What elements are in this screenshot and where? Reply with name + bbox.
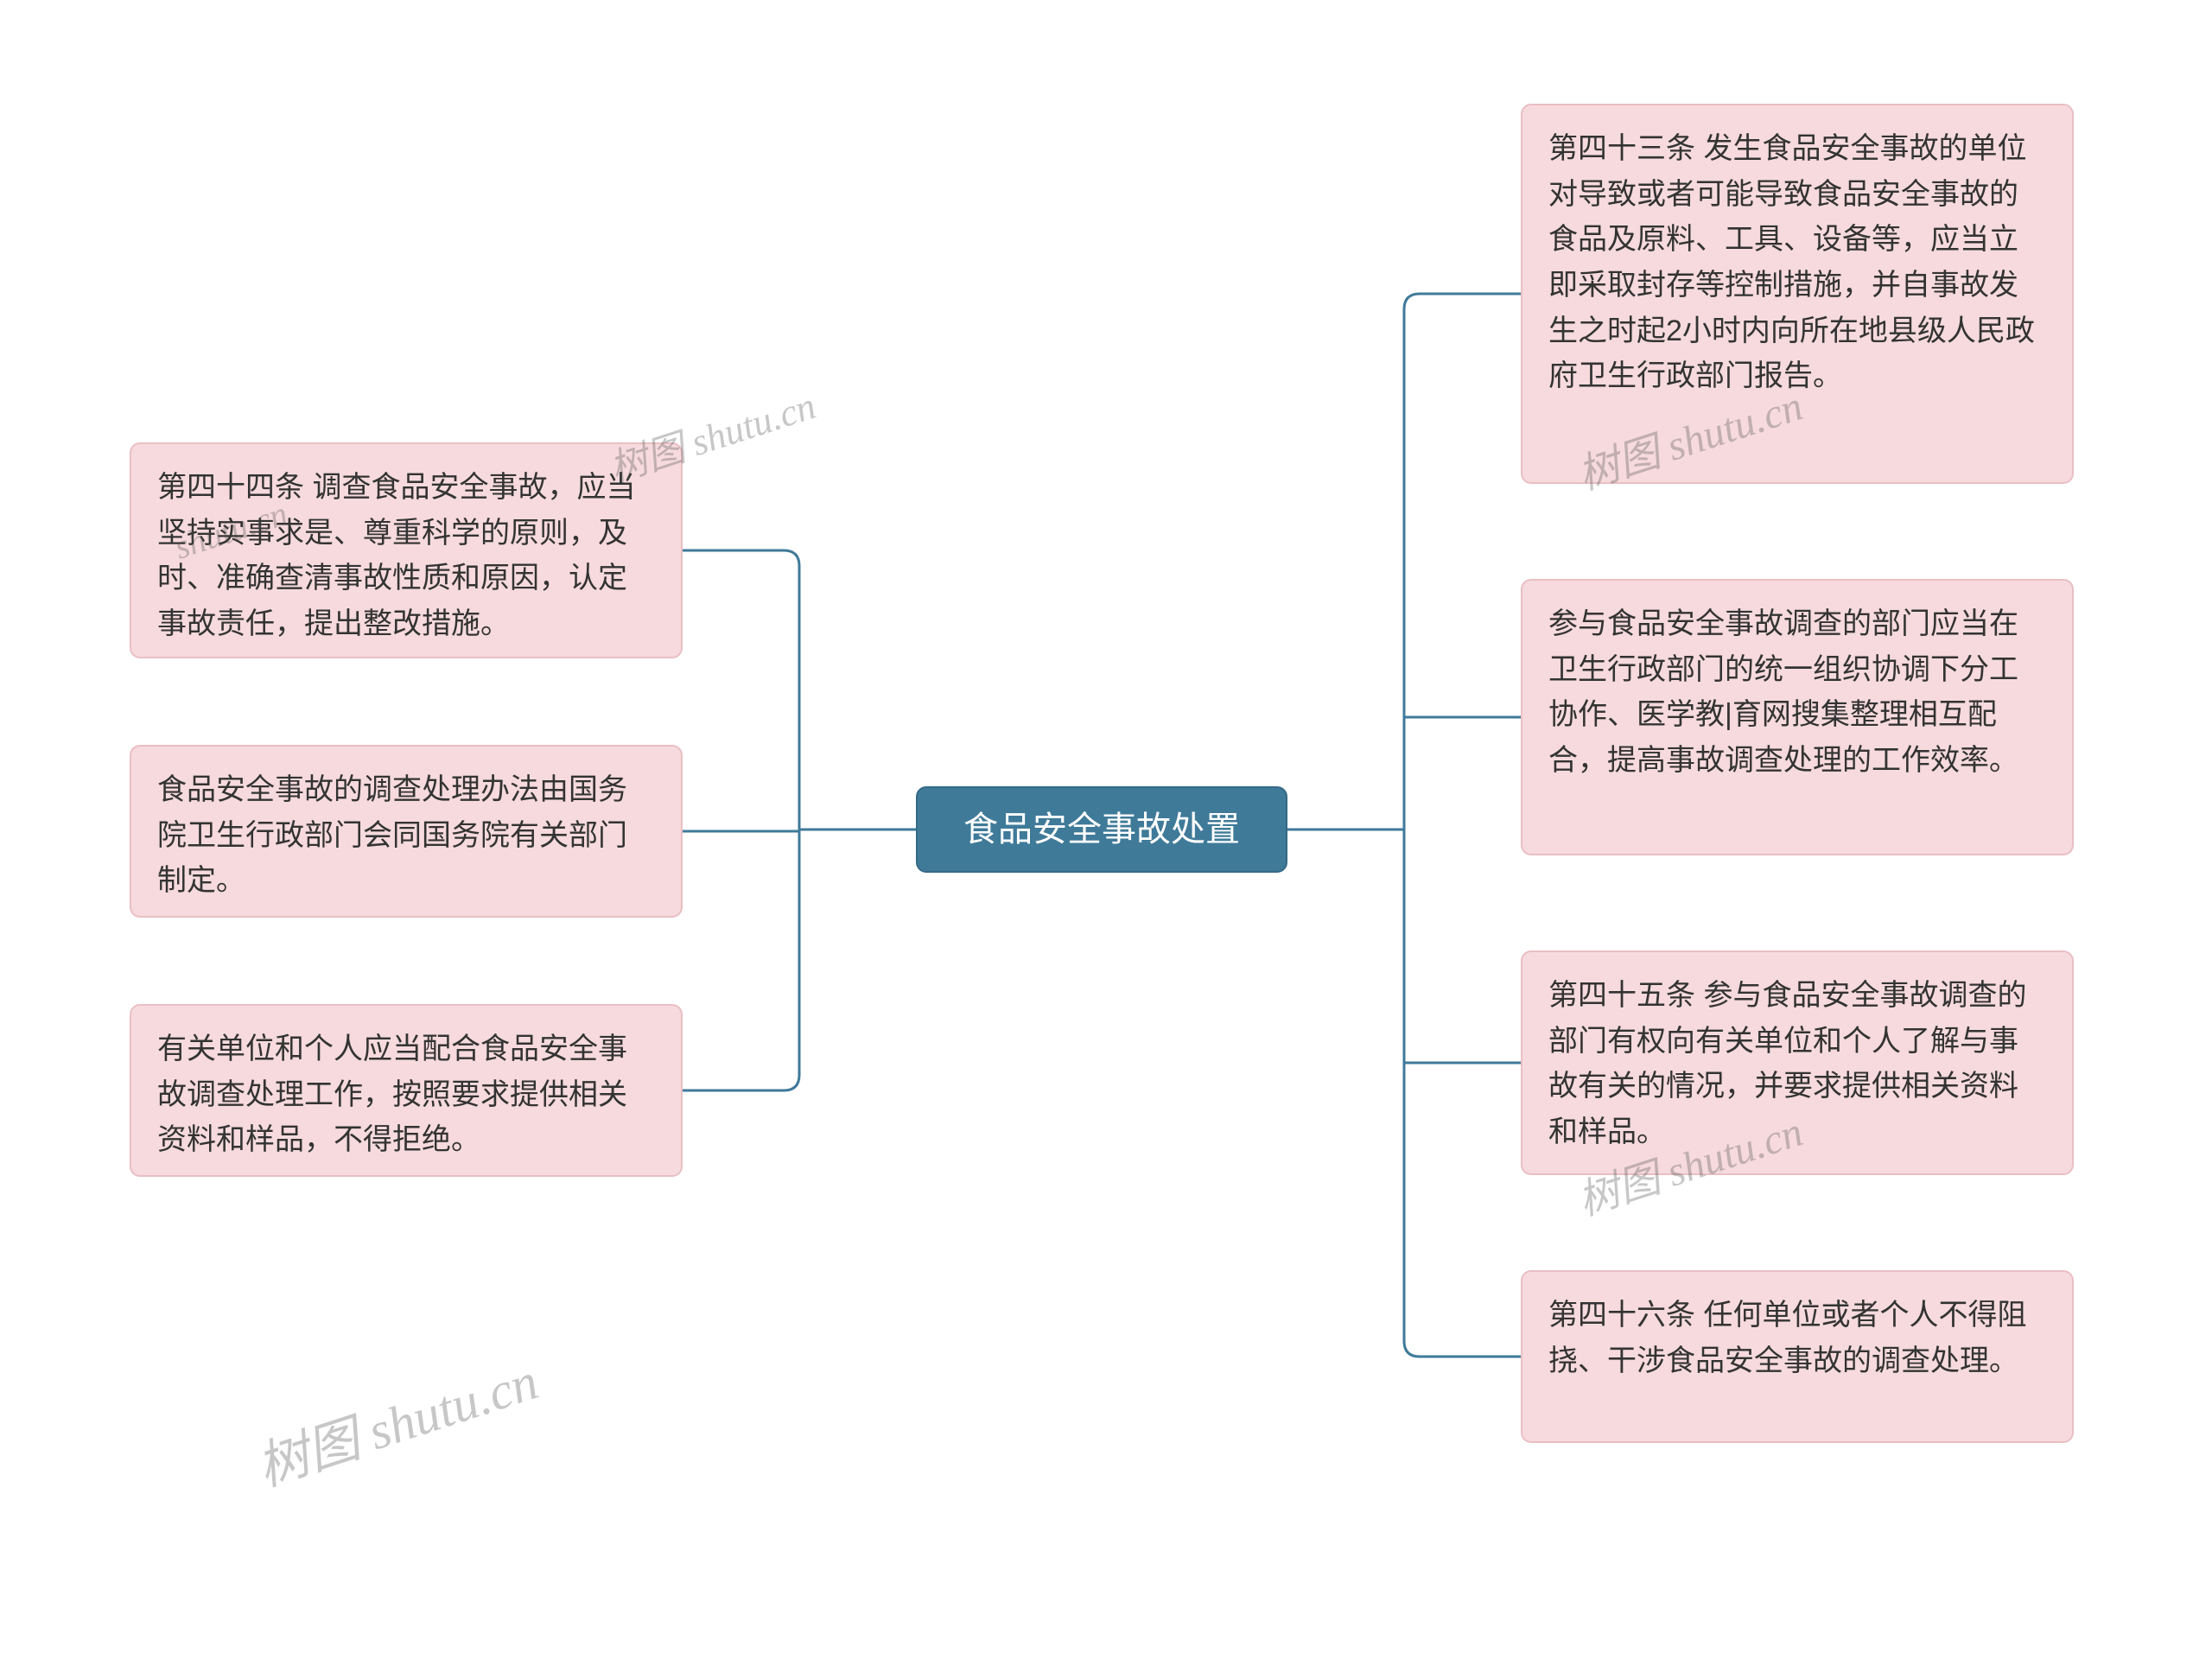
center-node[interactable]: 食品安全事故处置: [916, 786, 1287, 873]
leaf-node-right-3[interactable]: 第四十六条 任何单位或者个人不得阻挠、干涉食品安全事故的调查处理。: [1521, 1270, 2074, 1443]
leaf-node-left-0[interactable]: 第四十四条 调查食品安全事故，应当坚持实事求是、尊重科学的原则，及时、准确查清事…: [130, 442, 683, 658]
watermark: 树图 shutu.cn: [246, 1339, 546, 1501]
leaf-node-right-2[interactable]: 第四十五条 参与食品安全事故调查的部门有权向有关单位和个人了解与事故有关的情况，…: [1521, 950, 2074, 1175]
leaf-node-left-1[interactable]: 食品安全事故的调查处理办法由国务院卫生行政部门会同国务院有关部门制定。: [130, 745, 683, 918]
mindmap-canvas: 食品安全事故处置 第四十四条 调查食品安全事故，应当坚持实事求是、尊重科学的原则，…: [0, 0, 2212, 1659]
leaf-node-left-2[interactable]: 有关单位和个人应当配合食品安全事故调查处理工作，按照要求提供相关资料和样品，不得…: [130, 1004, 683, 1177]
leaf-node-right-1[interactable]: 参与食品安全事故调查的部门应当在卫生行政部门的统一组织协调下分工协作、医学教|育…: [1521, 579, 2074, 855]
leaf-node-right-0[interactable]: 第四十三条 发生食品安全事故的单位对导致或者可能导致食品安全事故的食品及原料、工…: [1521, 104, 2074, 484]
